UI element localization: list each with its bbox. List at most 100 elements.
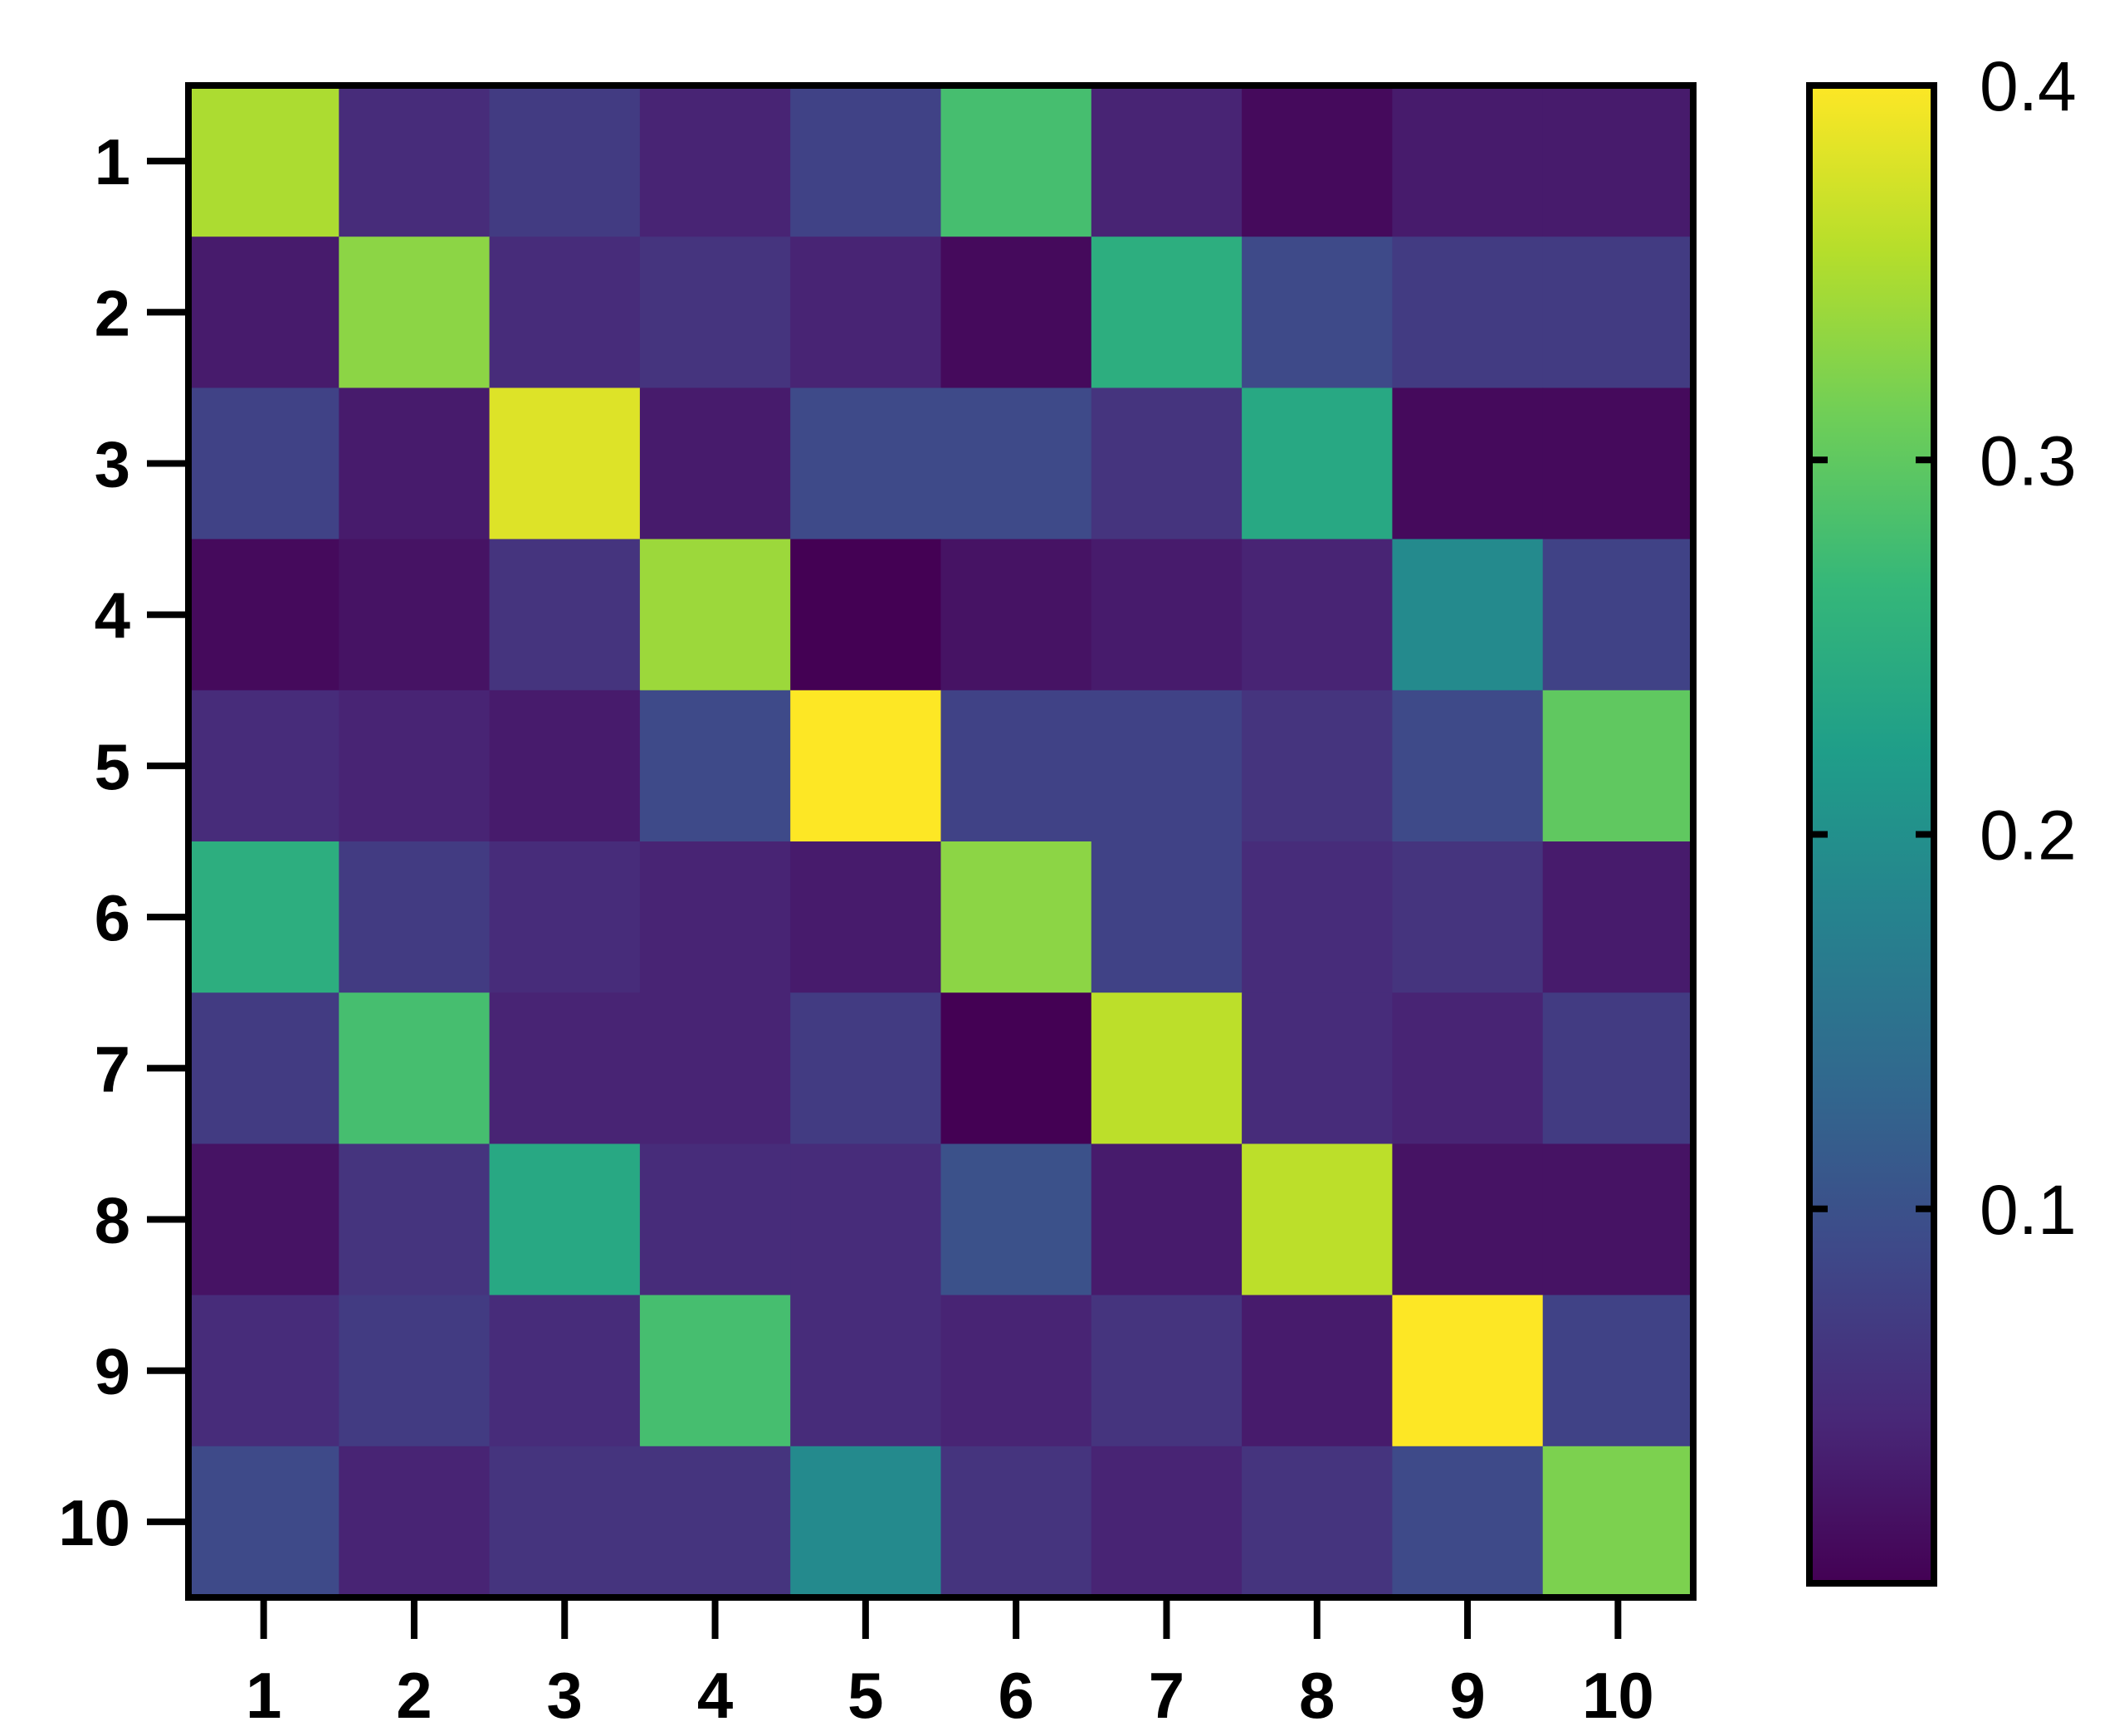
heatmap-cell <box>188 388 339 540</box>
heatmap-cell <box>489 1446 641 1598</box>
heatmap-cell <box>790 1446 941 1598</box>
heatmap-cell <box>1091 388 1243 540</box>
y-tick-label: 4 <box>95 579 130 652</box>
y-tick-label: 2 <box>95 276 130 349</box>
heatmap-cell <box>339 1144 491 1296</box>
heatmap-cell <box>1242 1144 1393 1296</box>
heatmap-cell <box>1242 237 1393 388</box>
heatmap-cell <box>940 388 1092 540</box>
heatmap-cell <box>188 992 339 1144</box>
x-tick-label: 10 <box>1582 1659 1654 1732</box>
heatmap-cell <box>639 85 791 237</box>
heatmap-cell <box>489 992 641 1144</box>
heatmap-cell <box>1091 1446 1243 1598</box>
heatmap-cell <box>188 1446 339 1598</box>
heatmap-cell <box>639 841 791 993</box>
heatmap-cell <box>188 237 339 388</box>
heatmap-cell <box>188 1144 339 1296</box>
heatmap-cell <box>1242 841 1393 993</box>
heatmap-cell <box>790 1144 941 1296</box>
heatmap-cell <box>1392 1295 1544 1447</box>
heatmap-cell <box>1542 690 1694 842</box>
heatmap-cell <box>639 1295 791 1447</box>
heatmap-cell <box>1091 85 1243 237</box>
heatmap-cell <box>339 85 491 237</box>
heatmap-cell <box>188 539 339 691</box>
heatmap-cell <box>1091 539 1243 691</box>
heatmap-cell <box>1542 388 1694 540</box>
heatmap-cell <box>940 237 1092 388</box>
y-tick-label: 9 <box>95 1335 130 1408</box>
colorbar-tick-label: 0.2 <box>1980 797 2077 875</box>
heatmap-cell <box>1242 388 1393 540</box>
heatmap-cell <box>639 1144 791 1296</box>
heatmap-cell <box>1392 1446 1544 1598</box>
colorbar: 0.1 0.2 0.3 0.4 <box>1806 47 2077 1587</box>
x-tick-label: 7 <box>1149 1659 1184 1732</box>
heatmap-cell <box>339 690 491 842</box>
heatmap-cell <box>940 1144 1092 1296</box>
heatmap-cell <box>790 388 941 540</box>
heatmap-cell <box>1091 690 1243 842</box>
heatmap-cell <box>339 1295 491 1447</box>
heatmap-cell <box>940 539 1092 691</box>
y-tick-label: 3 <box>95 428 130 501</box>
heatmap-cell <box>1392 992 1544 1144</box>
heatmap-cell <box>1242 85 1393 237</box>
x-tick-label: 6 <box>998 1659 1033 1732</box>
x-tick-label: 9 <box>1449 1659 1485 1732</box>
heatmap-cell <box>339 841 491 993</box>
heatmap-cell <box>1542 237 1694 388</box>
heatmap-cell <box>1542 841 1694 993</box>
heatmap-cell <box>1542 539 1694 691</box>
heatmap-cell <box>790 237 941 388</box>
x-tick-label: 3 <box>547 1659 583 1732</box>
heatmap-cell <box>940 841 1092 993</box>
heatmap-cells <box>188 85 1694 1598</box>
x-tick-label: 5 <box>847 1659 883 1732</box>
heatmap-cell <box>489 85 641 237</box>
heatmap-cell <box>940 85 1092 237</box>
heatmap-cell <box>1392 841 1544 993</box>
heatmap-cell <box>489 841 641 993</box>
heatmap-cell <box>188 841 339 993</box>
heatmap-cell <box>188 1295 339 1447</box>
heatmap-cell <box>489 1144 641 1296</box>
heatmap-cell <box>188 690 339 842</box>
heatmap-cell <box>1242 1446 1393 1598</box>
x-axis: 1 2 3 4 5 6 7 8 9 10 <box>246 1597 1654 1732</box>
heatmap-cell <box>1392 237 1544 388</box>
heatmap-cell <box>339 1446 491 1598</box>
heatmap-cell <box>1242 690 1393 842</box>
heatmap-cell <box>489 388 641 540</box>
heatmap-cell <box>790 841 941 993</box>
y-tick-label: 6 <box>95 881 130 954</box>
heatmap-cell <box>489 237 641 388</box>
heatmap-cell <box>790 85 941 237</box>
heatmap-cell <box>489 690 641 842</box>
heatmap-cell <box>940 690 1092 842</box>
heatmap-cell <box>339 237 491 388</box>
heatmap-cell <box>1091 1144 1243 1296</box>
heatmap-cell <box>1542 1446 1694 1598</box>
heatmap-cell <box>639 388 791 540</box>
colorbar-bar <box>1806 82 1937 1587</box>
heatmap-cell <box>1091 1295 1243 1447</box>
x-tick-label: 8 <box>1299 1659 1335 1732</box>
colorbar-tick-label: 0.3 <box>1980 422 2077 500</box>
y-tick-label: 7 <box>95 1032 130 1105</box>
plot-frame <box>185 82 1697 1601</box>
heatmap-cell <box>1392 1144 1544 1296</box>
heatmap-cell <box>339 992 491 1144</box>
heatmap-cell <box>1542 992 1694 1144</box>
x-tick-label: 2 <box>396 1659 432 1732</box>
heatmap-cell <box>790 690 941 842</box>
y-tick-label: 1 <box>95 125 130 198</box>
colorbar-ticks: 0.1 0.2 0.3 0.4 <box>1809 47 2077 1249</box>
heatmap-cell <box>790 539 941 691</box>
heatmap-cell <box>1091 841 1243 993</box>
y-axis: 1 2 3 4 5 6 7 8 9 10 <box>58 125 188 1559</box>
y-tick-label: 10 <box>58 1486 130 1559</box>
heatmap-cell <box>940 992 1092 1144</box>
